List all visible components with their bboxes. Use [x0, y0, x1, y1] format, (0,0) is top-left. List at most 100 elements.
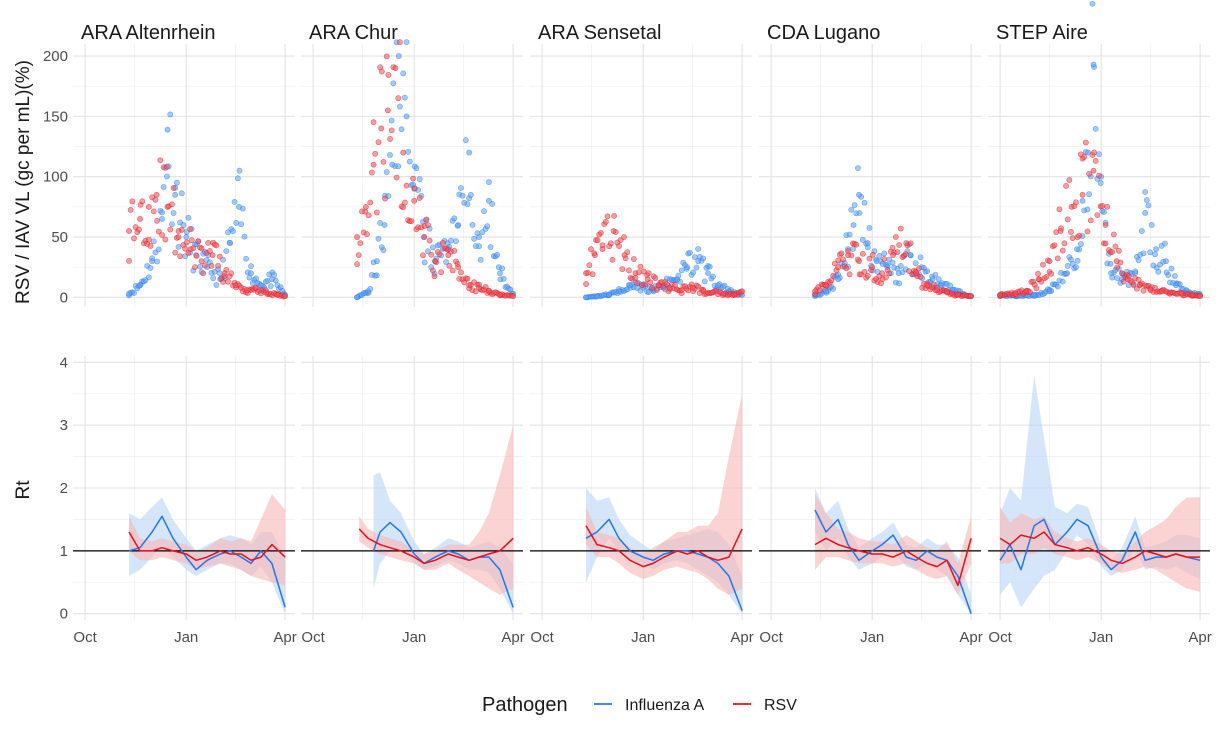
rsv-point	[380, 158, 387, 165]
influenza-point	[223, 248, 230, 255]
rsv-point	[835, 264, 842, 271]
rsv-point	[400, 204, 407, 211]
rsv-point	[486, 288, 492, 295]
influenza-point	[381, 222, 388, 228]
influenza-point	[1084, 206, 1091, 213]
influenza-point	[866, 225, 873, 231]
rsv-point	[913, 270, 920, 277]
influenza-point	[383, 169, 390, 175]
x-tick-label-cda-lugano: Apr	[959, 629, 982, 646]
influenza-point	[258, 282, 264, 289]
influenza-point	[164, 126, 171, 133]
influenza-point	[395, 53, 402, 59]
rsv-point	[1063, 183, 1069, 189]
rsv-point	[604, 213, 611, 220]
rsv-point	[1035, 270, 1041, 277]
influenza-point	[1074, 246, 1080, 252]
rsv-point	[621, 252, 628, 259]
influenza-point	[486, 179, 492, 186]
influenza-point	[1163, 258, 1169, 265]
influenza-point	[126, 290, 132, 297]
influenza-point	[1073, 264, 1079, 270]
rsv-point	[1091, 149, 1097, 156]
rsv-point	[172, 249, 179, 256]
rsv-point	[446, 262, 453, 269]
rsv-point	[586, 262, 593, 269]
influenza-point	[425, 248, 431, 255]
influenza-point	[458, 185, 464, 191]
influenza-point	[606, 292, 613, 298]
influenza-point	[365, 288, 371, 295]
rsv-point	[252, 284, 259, 291]
rsv-point	[859, 250, 866, 257]
rsv-point	[445, 252, 452, 259]
influenza-point	[487, 244, 494, 250]
rsv-rt-line	[128, 531, 286, 562]
bottom-panel-ara-altenrhein: 0 1 2 3 4	[60, 354, 295, 623]
rsv-point	[395, 95, 402, 102]
influenza-point	[907, 252, 914, 259]
rsv-point	[632, 270, 639, 277]
rsv-point	[472, 288, 479, 295]
top-panel-ara-altenrhein: 0 50 100 150 200	[43, 44, 295, 307]
rsv-rt-band	[1000, 497, 1201, 592]
x-tick-label-ara-chur: Oct	[301, 629, 325, 646]
rsv-point	[861, 269, 868, 275]
influenza-point	[1064, 263, 1071, 269]
rsv-point	[1140, 287, 1147, 294]
influenza-point	[387, 152, 393, 158]
rsv-point	[944, 289, 950, 296]
rsv-point	[896, 242, 903, 248]
rsv-point	[1076, 232, 1083, 239]
rsv-point	[162, 236, 169, 243]
rsv-point	[1167, 289, 1174, 296]
rsv-point	[1119, 270, 1125, 277]
rsv-point	[1064, 216, 1071, 223]
rsv-point	[201, 262, 208, 269]
vl-points-ara-sensetal	[583, 212, 746, 301]
influenza-point	[1107, 260, 1114, 267]
influenza-point	[159, 209, 165, 216]
rsv-point	[420, 252, 426, 259]
rsv-point	[126, 228, 132, 234]
influenza-point	[459, 192, 466, 199]
influenza-point	[700, 255, 706, 262]
influenza-point	[1147, 249, 1154, 256]
influenza-point	[494, 251, 501, 258]
influenza-point	[1085, 149, 1091, 156]
rsv-point	[362, 203, 369, 210]
rsv-point	[739, 288, 746, 295]
influenza-point	[154, 258, 160, 265]
facet-title-ara-chur: ARA Chur	[309, 22, 398, 44]
rsv-point	[431, 273, 438, 280]
influenza-point	[467, 191, 474, 198]
influenza-point	[1054, 283, 1061, 290]
rsv-point	[845, 252, 851, 259]
influenza-point	[1031, 292, 1038, 298]
influenza-point	[1090, 61, 1097, 68]
influenza-point	[912, 260, 919, 267]
influenza-point	[469, 221, 476, 228]
rsv-point	[649, 284, 655, 291]
influenza-point	[1145, 202, 1152, 209]
rsv-point	[602, 218, 609, 225]
rsv-point	[666, 284, 673, 291]
rsv-point	[830, 272, 837, 279]
influenza-point	[464, 201, 471, 208]
rsv-point	[1092, 157, 1099, 164]
x-tick-label-cda-lugano: Oct	[759, 629, 783, 646]
influenza-point	[403, 39, 410, 46]
influenza-point	[159, 216, 165, 222]
influenza-point	[413, 165, 420, 172]
rsv-point	[856, 258, 862, 265]
rsv-point	[206, 248, 213, 254]
rsv-point	[1057, 228, 1064, 234]
influenza-point	[466, 149, 473, 156]
bottom-y-tick-label: 3	[60, 417, 68, 434]
influenza-point	[380, 247, 387, 254]
x-tick-label-ara-chur: Apr	[501, 629, 524, 646]
rsv-point	[642, 281, 649, 288]
rsv-point	[1068, 229, 1074, 235]
rsv-point	[1112, 243, 1119, 250]
rsv-point	[482, 283, 489, 290]
